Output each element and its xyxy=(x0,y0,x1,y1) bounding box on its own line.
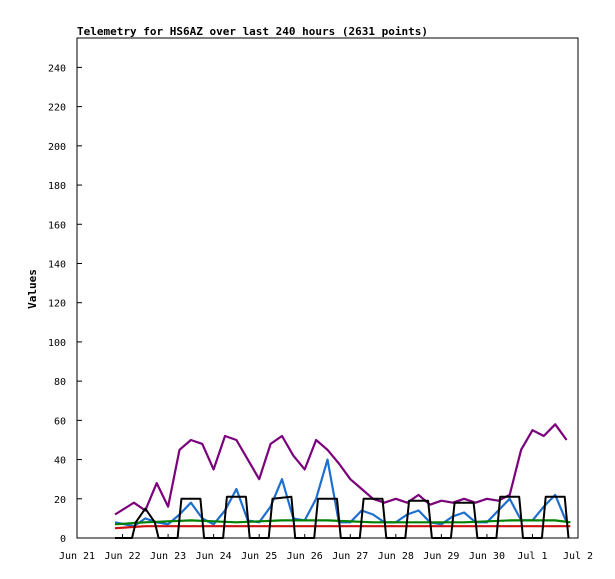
y-tick-label: 100 xyxy=(48,338,66,349)
y-tick-label: 60 xyxy=(54,416,66,427)
x-tick-label: Jun 24 xyxy=(196,551,232,562)
y-tick-label: 140 xyxy=(48,259,66,270)
series-line xyxy=(114,458,568,528)
y-tick-label: 220 xyxy=(48,103,66,114)
y-tick-label: 20 xyxy=(54,495,66,506)
x-tick-label: Jun 30 xyxy=(469,551,505,562)
y-tick-label: 0 xyxy=(60,534,66,545)
x-tick-label: Jun 21 xyxy=(59,551,95,562)
y-tick-label: 180 xyxy=(48,181,66,192)
y-tick-label: 80 xyxy=(54,377,66,388)
x-tick-label: Jun 23 xyxy=(150,551,186,562)
x-axis: Jun 21 Jun 22 Jun 23 Jun 24 Jun 25 Jun 26 Jun … xyxy=(59,534,593,562)
x-tick-label: Jun 29 xyxy=(423,551,459,562)
y-tick-label: 200 xyxy=(48,142,66,153)
x-tick-label: Jun 27 xyxy=(332,551,368,562)
x-tick-label: Jun 22 xyxy=(104,551,140,562)
plot-frame xyxy=(76,37,579,539)
series-line xyxy=(115,495,570,539)
chart-title: Telemetry for HS6AZ over last 240 hours … xyxy=(77,25,428,38)
x-tick-label: Jun 28 xyxy=(378,551,414,562)
x-tick-label: Jul 1 xyxy=(517,551,547,562)
series-line xyxy=(114,525,571,530)
y-axis: 0 20 40 60 80 100 120 140 160 180 200 220 240 xyxy=(48,63,82,545)
y-tick-label: 40 xyxy=(54,456,66,467)
series-line xyxy=(114,519,571,526)
y-axis-label: Values xyxy=(26,269,39,309)
series-layer xyxy=(114,423,571,539)
y-tick-label: 240 xyxy=(48,63,66,74)
x-tick-label: Jun 26 xyxy=(287,551,323,562)
y-tick-label: 160 xyxy=(48,220,66,231)
series-line xyxy=(114,423,568,516)
y-tick-label: 120 xyxy=(48,299,66,310)
x-tick-label: Jul 2 xyxy=(563,551,593,562)
x-tick-label: Jun 25 xyxy=(241,551,277,562)
